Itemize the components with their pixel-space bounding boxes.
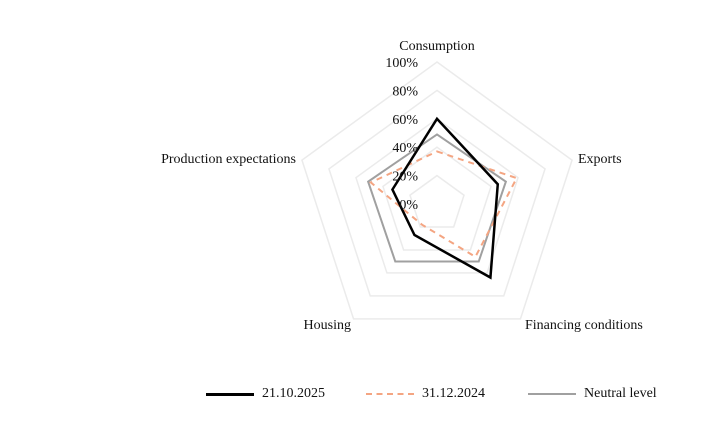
axis-label: Consumption [399, 39, 474, 54]
legend-swatch [366, 393, 414, 395]
radial-tick-label: 20% [392, 170, 418, 185]
legend-item-31-12-2024: 31.12.2024 [366, 386, 485, 402]
radial-tick-label: 40% [392, 141, 418, 156]
radial-tick-label: 100% [385, 56, 418, 71]
legend-label: 21.10.2025 [262, 386, 325, 401]
legend-item-21-10-2025: 21.10.2025 [206, 386, 325, 402]
axis-label: Financing conditions [525, 318, 643, 333]
legend-swatch [528, 393, 576, 395]
grid-ring [355, 117, 519, 274]
grid-ring [409, 174, 465, 228]
grid-ring [328, 89, 546, 297]
series-31-12-2024 [368, 150, 519, 259]
grid-ring [382, 146, 492, 251]
series-neutral-level [366, 133, 508, 263]
grid-ring [301, 61, 573, 320]
radial-tick-label: 60% [392, 113, 418, 128]
axis-label: Housing [304, 318, 351, 333]
radial-tick-label: 0% [399, 198, 418, 213]
axis-label: Production expectations [161, 152, 296, 167]
series-21-10-2025 [391, 116, 500, 280]
radial-tick-label: 80% [392, 84, 418, 99]
legend-item-neutral-level: Neutral level [528, 386, 657, 402]
legend-swatch [206, 392, 254, 396]
legend-label: Neutral level [584, 386, 657, 401]
axis-label: Exports [578, 152, 622, 167]
legend: 21.10.2025 31.12.2024 Neutral level [0, 386, 715, 406]
legend-label: 31.12.2024 [422, 386, 485, 401]
